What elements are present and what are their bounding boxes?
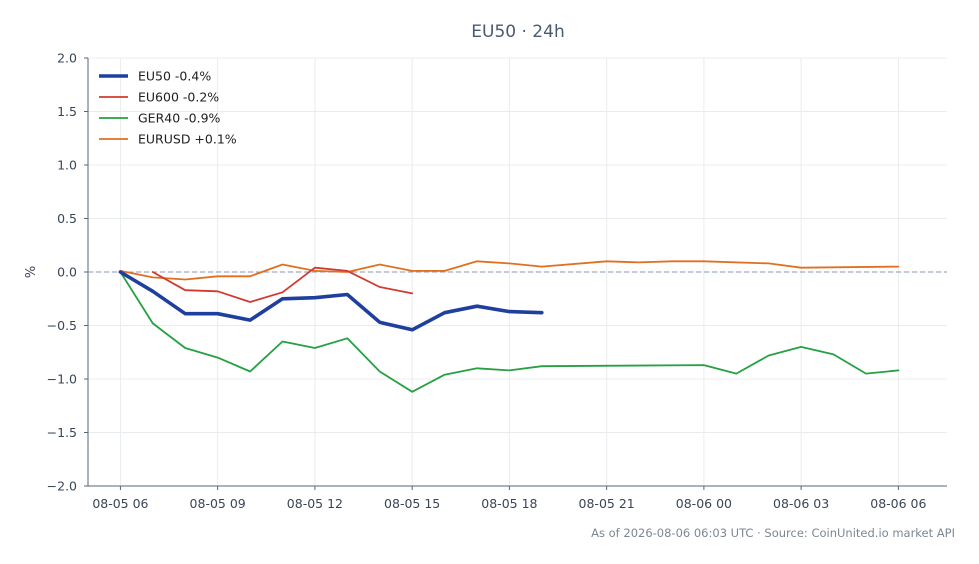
x-tick-label: 08-05 06 [92, 496, 148, 511]
x-tick-label: 08-05 15 [384, 496, 440, 511]
x-tick-label: 08-05 21 [579, 496, 635, 511]
y-axis-label: % [24, 266, 39, 278]
y-tick-label: 2.0 [57, 51, 77, 66]
y-tick-label: −1.5 [47, 425, 77, 440]
x-tick-label: 08-05 09 [190, 496, 246, 511]
legend-label: EURUSD +0.1% [138, 132, 237, 147]
y-tick-label: 1.0 [57, 158, 77, 173]
tick-labels: −2.0 −1.5 −1.0 −0.5 0.0 0.5 1.0 1.5 2.0 08-05 06 0… [47, 51, 927, 512]
legend-label: EU50 -0.4% [138, 69, 211, 84]
y-tick-label: −1.0 [47, 372, 77, 387]
legend-label: GER40 -0.9% [138, 111, 221, 126]
y-tick-label: −2.0 [47, 479, 77, 494]
x-tick-label: 08-06 00 [676, 496, 732, 511]
x-tick-label: 08-06 06 [870, 496, 926, 511]
y-tick-label: 0.0 [57, 265, 77, 280]
series-line-1 [151, 266, 414, 303]
chart-title: EU50 · 24h [471, 22, 564, 42]
series-line-2 [119, 271, 900, 393]
x-tick-label: 08-05 12 [287, 496, 343, 511]
source-footer: As of 2026-08-06 06:03 UTC · Source: Coi… [591, 526, 955, 540]
x-tick-label: 08-05 18 [481, 496, 537, 511]
series-lines [118, 260, 900, 393]
series-line-0 [118, 270, 544, 332]
x-tick-label: 08-06 03 [773, 496, 829, 511]
y-tick-label: −0.5 [47, 318, 77, 333]
y-tick-label: 0.5 [57, 211, 77, 226]
legend: EU50 -0.4% EU600 -0.2% GER40 -0.9% EURUSD +… [99, 69, 237, 147]
y-tick-label: 1.5 [57, 104, 77, 119]
legend-label: EU600 -0.2% [138, 90, 219, 105]
series-line-3 [119, 260, 900, 281]
